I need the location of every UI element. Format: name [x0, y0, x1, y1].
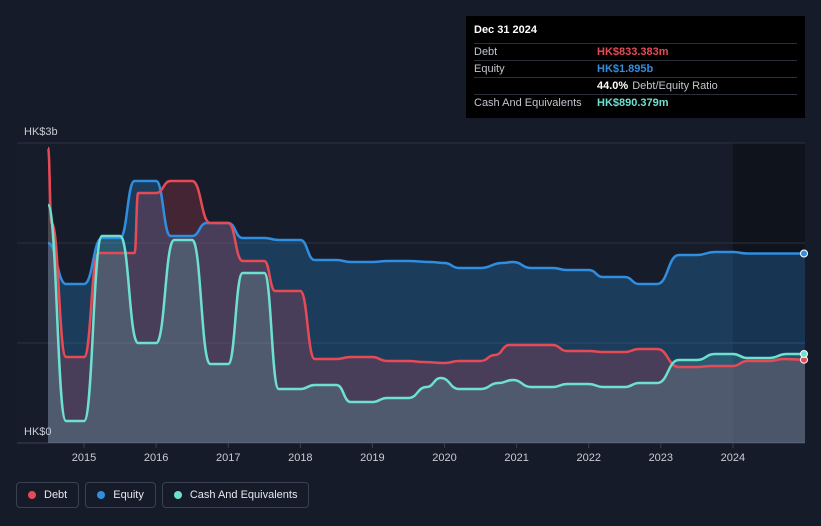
y-tick-label: HK$3b	[24, 126, 58, 138]
tooltip-debt-row: Debt HK$833.383m	[474, 43, 797, 60]
tooltip-equity-value: HK$1.895b	[597, 63, 654, 75]
y-tick-label: HK$0	[24, 426, 52, 438]
tooltip-equity-label: Equity	[474, 63, 505, 75]
x-tick-label: 2024	[721, 452, 745, 464]
tooltip-debt-label: Debt	[474, 46, 498, 58]
legend-item-debt[interactable]: Debt	[16, 482, 80, 508]
tooltip: Dec 31 2024 Debt HK$833.383m Equity HK$1…	[466, 16, 805, 118]
tooltip-cash-label: Cash And Equivalents	[474, 97, 582, 109]
tooltip-debt-value: HK$833.383m	[597, 46, 669, 58]
equity-dot-icon	[97, 491, 106, 499]
highlight-region	[732, 143, 805, 443]
legend-label-debt: Debt	[44, 489, 68, 501]
x-tick-label: 2018	[288, 452, 312, 464]
legend: Debt Equity Cash And Equivalents	[16, 482, 310, 508]
x-tick-label: 2015	[72, 452, 96, 464]
x-tick-label: 2022	[576, 452, 600, 464]
legend-item-cash[interactable]: Cash And Equivalents	[161, 482, 310, 508]
tooltip-ratio-label: Debt/Equity Ratio	[632, 80, 718, 92]
equity-end-point	[800, 249, 808, 258]
x-tick-label: 2016	[144, 452, 168, 464]
debt-area	[48, 148, 805, 443]
debt-dot-icon	[28, 491, 36, 499]
legend-item-equity[interactable]: Equity	[85, 482, 156, 508]
cash-and-equivalents-end-point	[800, 350, 808, 358]
cash-and-equivalents-area	[48, 205, 805, 443]
tooltip-ratio-row: 44.0% Debt/Equity Ratio	[474, 77, 797, 94]
tooltip-ratio-value: 44.0%	[597, 80, 629, 92]
x-tick-label: 2021	[504, 452, 528, 464]
tooltip-cash-value: HK$890.379m	[597, 97, 669, 109]
debt-line	[46, 146, 806, 369]
x-tick-label: 2020	[432, 452, 456, 464]
cash-and-equivalents-line	[46, 203, 805, 423]
legend-label-cash: Cash And Equivalents	[189, 489, 298, 501]
x-tick-label: 2017	[216, 452, 240, 464]
legend-label-equity: Equity	[113, 489, 144, 501]
x-tick-label: 2019	[360, 452, 384, 464]
tooltip-cash-row: Cash And Equivalents HK$890.379m	[474, 94, 797, 111]
cash-dot-icon	[173, 491, 182, 499]
x-tick-label: 2023	[649, 452, 673, 464]
tooltip-ratio-spacer	[474, 78, 597, 94]
equity-line	[47, 179, 806, 286]
tooltip-equity-row: Equity HK$1.895b	[474, 60, 797, 77]
tooltip-date: Dec 31 2024	[474, 24, 537, 36]
